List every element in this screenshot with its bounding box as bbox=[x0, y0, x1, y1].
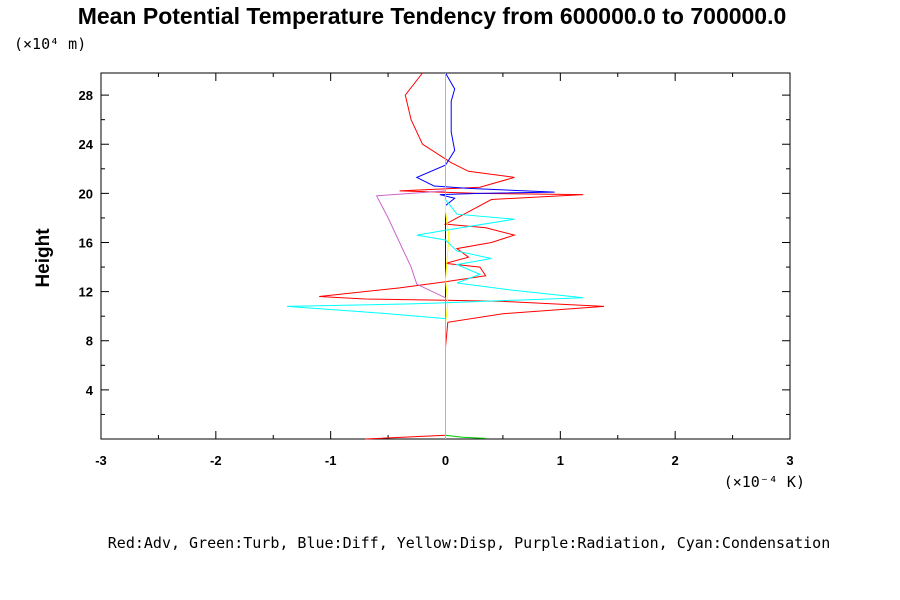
series-lines bbox=[286, 72, 605, 440]
x-tick-labels: -3 -2 -1 0 1 2 3 bbox=[95, 453, 793, 468]
y-tick-label: 28 bbox=[79, 88, 93, 103]
series-line-diff bbox=[415, 72, 555, 439]
series-line-disp bbox=[444, 73, 450, 439]
x-tick-label: 3 bbox=[786, 453, 793, 468]
x-unit-label: (×10⁻⁴ K) bbox=[724, 473, 805, 491]
y-axis-label: Height bbox=[33, 228, 54, 288]
y-tick-label: 12 bbox=[79, 285, 93, 300]
y-tick-label: 16 bbox=[79, 235, 93, 250]
x-tick-label: 0 bbox=[442, 453, 449, 468]
y-unit-label: (×10⁴ m) bbox=[14, 35, 86, 53]
x-tick-label: -1 bbox=[325, 453, 337, 468]
y-tick-labels: 4 8 12 16 20 24 28 bbox=[79, 88, 94, 398]
series-line-adv bbox=[319, 72, 605, 440]
y-tick-label: 24 bbox=[79, 137, 94, 152]
y-tick-label: 20 bbox=[79, 186, 93, 201]
x-tick-label: -2 bbox=[210, 453, 222, 468]
y-tick-label: 8 bbox=[86, 334, 93, 349]
x-tick-label: 2 bbox=[672, 453, 679, 468]
x-tick-label: -3 bbox=[95, 453, 107, 468]
series-line-radiation bbox=[375, 73, 446, 439]
chart-title: Mean Potential Temperature Tendency from… bbox=[78, 3, 787, 29]
legend-text: Red:Adv, Green:Turb, Blue:Diff, Yellow:D… bbox=[108, 534, 830, 552]
y-tick-label: 4 bbox=[86, 383, 94, 398]
series-line-condensation bbox=[286, 73, 584, 439]
x-tick-label: 1 bbox=[557, 453, 564, 468]
